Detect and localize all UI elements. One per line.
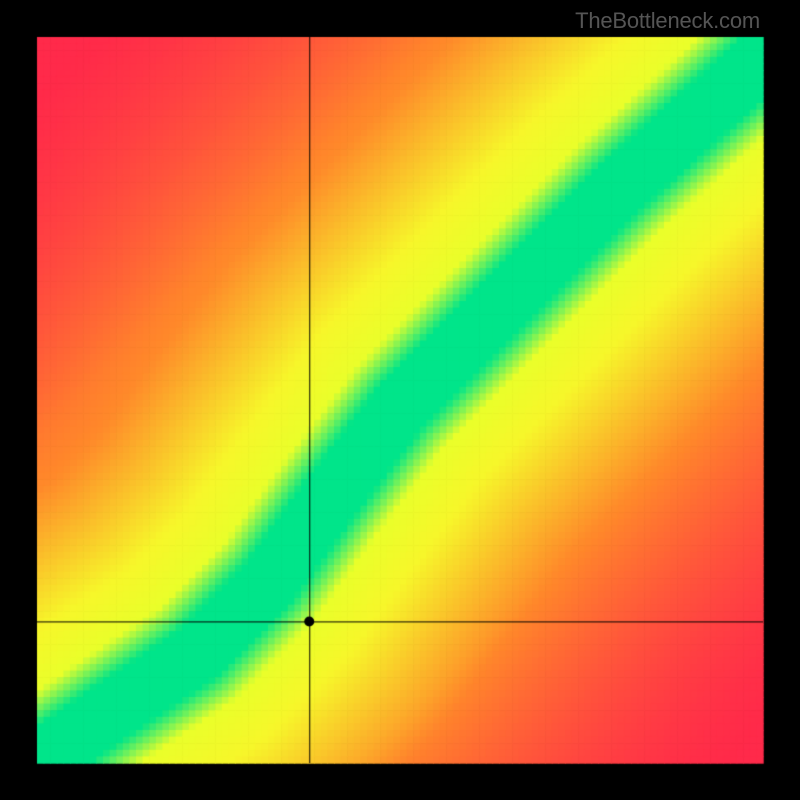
source-watermark: TheBottleneck.com [575,8,760,34]
bottleneck-heatmap-canvas [0,0,800,800]
chart-container: TheBottleneck.com [0,0,800,800]
